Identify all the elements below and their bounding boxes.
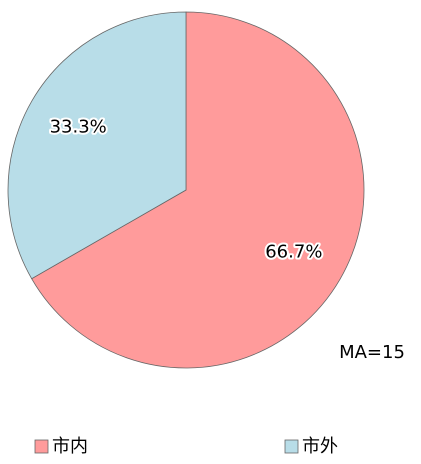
legend-swatch xyxy=(34,439,49,454)
data-label: 66.7% xyxy=(265,241,322,262)
annotation: MA=15 xyxy=(339,342,405,363)
legend-swatch xyxy=(284,439,299,454)
pie-slice xyxy=(31,11,365,369)
data-label: 33.3% xyxy=(50,117,107,138)
pie-slice xyxy=(7,11,187,280)
legend-label: 市内 xyxy=(52,436,88,457)
legend-label: 市外 xyxy=(302,436,338,457)
